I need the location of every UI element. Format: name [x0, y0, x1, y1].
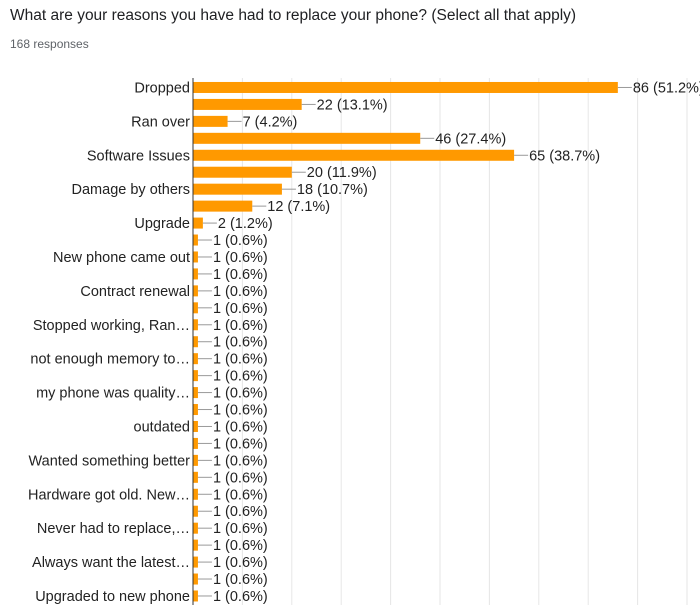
category-label: Stopped working, Ran…: [33, 318, 190, 334]
bar: [193, 81, 618, 93]
value-label: 1 (0.6%): [213, 521, 268, 537]
bar: [193, 573, 198, 585]
value-label: 7 (4.2%): [243, 114, 298, 130]
value-label: 20 (11.9%): [307, 165, 377, 181]
bar: [193, 98, 302, 110]
value-label: 1 (0.6%): [213, 572, 268, 588]
category-label: Dropped: [134, 80, 190, 96]
bar: [193, 420, 198, 432]
bar: [193, 590, 198, 602]
bar: [193, 285, 198, 297]
bar: [193, 454, 198, 466]
value-label: 1 (0.6%): [213, 352, 268, 368]
bar: [193, 556, 198, 568]
value-label: 86 (51.2%): [633, 80, 700, 96]
bar: [193, 336, 198, 348]
value-label: 1 (0.6%): [213, 538, 268, 554]
value-label: 22 (13.1%): [317, 97, 388, 113]
bar: [193, 268, 198, 280]
value-label: 1 (0.6%): [213, 233, 268, 249]
bar: [193, 149, 515, 161]
category-label: Never had to replace,…: [37, 521, 190, 537]
question-title: What are your reasons you have had to re…: [10, 7, 577, 24]
value-label: 1 (0.6%): [213, 487, 268, 503]
bar: [193, 370, 198, 382]
bar: [193, 217, 203, 229]
bar: [193, 539, 198, 551]
category-label: not enough memory to…: [30, 352, 190, 368]
bar: [193, 234, 198, 246]
bar: [193, 115, 228, 127]
category-label: Wanted something better: [29, 453, 191, 469]
bar: [193, 251, 198, 263]
value-label: 18 (10.7%): [297, 182, 368, 198]
bar: [193, 200, 253, 212]
bar: [193, 183, 282, 195]
category-label: Hardware got old. New…: [28, 487, 190, 503]
bar: [193, 132, 421, 144]
category-label: New phone came out: [53, 250, 190, 266]
category-label: Software Issues: [87, 148, 190, 164]
value-label: 46 (27.4%): [435, 131, 506, 147]
value-label: 1 (0.6%): [213, 318, 268, 334]
bar: [193, 404, 198, 416]
bar: [193, 319, 198, 331]
value-label: 1 (0.6%): [213, 250, 268, 266]
value-label: 1 (0.6%): [213, 301, 268, 317]
value-label: 1 (0.6%): [213, 419, 268, 435]
value-label: 2 (1.2%): [218, 216, 273, 232]
category-label: Upgrade: [134, 216, 190, 232]
category-label: Damage by others: [72, 182, 190, 198]
category-label: Always want the latest…: [32, 555, 190, 571]
value-label: 1 (0.6%): [213, 335, 268, 351]
value-label: 12 (7.1%): [267, 199, 330, 215]
category-label: Upgraded to new phone: [35, 589, 190, 605]
bar: [193, 302, 198, 314]
value-label: 1 (0.6%): [213, 267, 268, 283]
value-label: 1 (0.6%): [213, 453, 268, 469]
category-label: Ran over: [131, 114, 190, 130]
value-label: 1 (0.6%): [213, 386, 268, 402]
category-label: my phone was quality…: [36, 386, 190, 402]
bar: [193, 505, 198, 517]
bar: [193, 437, 198, 449]
value-label: 1 (0.6%): [213, 284, 268, 300]
value-label: 1 (0.6%): [213, 369, 268, 385]
value-label: 1 (0.6%): [213, 589, 268, 605]
category-label: outdated: [134, 419, 190, 435]
bar: [193, 166, 292, 178]
bar: [193, 387, 198, 399]
value-label: 1 (0.6%): [213, 403, 268, 419]
bar: [193, 353, 198, 365]
value-label: 1 (0.6%): [213, 470, 268, 486]
category-label: Contract renewal: [80, 284, 190, 300]
value-label: 1 (0.6%): [213, 555, 268, 571]
value-label: 1 (0.6%): [213, 504, 268, 520]
response-count: 168 responses: [10, 37, 89, 51]
bar: [193, 488, 198, 500]
bar: [193, 522, 198, 534]
bar: [193, 471, 198, 483]
value-label: 65 (38.7%): [529, 148, 600, 164]
value-label: 1 (0.6%): [213, 436, 268, 452]
